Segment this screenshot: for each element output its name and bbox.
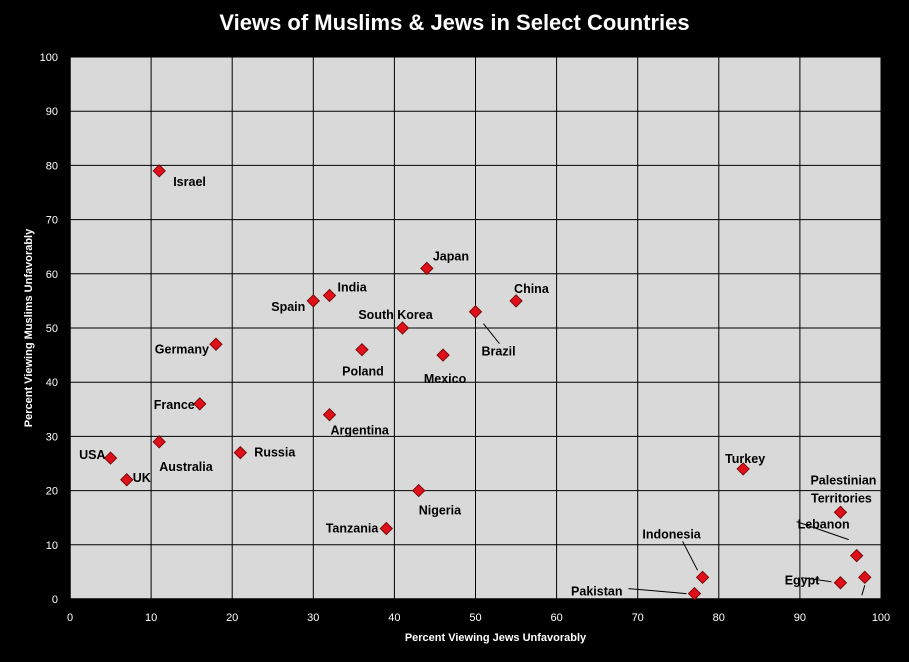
data-point [306,294,321,308]
y-tick-label: 20 [46,486,58,498]
x-tick-label: 0 [67,612,73,624]
point-label: UK [133,471,151,485]
data-point [420,261,434,276]
data-point [355,342,369,357]
data-point [152,164,166,178]
leader-line [682,541,699,571]
y-tick-label: 100 [40,52,58,64]
point-label: Tanzania [326,522,380,536]
point-label: Indonesia [642,527,701,541]
point-label: Japan [433,249,469,263]
data-point [103,451,118,465]
point-label: Brazil [482,345,516,359]
data-point [379,521,393,536]
point-label: Pakistan [571,585,622,599]
x-tick-label: 90 [794,612,806,624]
data-point [436,348,450,362]
x-tick-label: 50 [469,612,481,624]
x-tick-label: 80 [713,612,725,624]
point-label: India [338,280,368,294]
point-label: Turkey [725,452,765,466]
data-point [736,462,750,476]
point-label: France [154,398,195,412]
data-point [687,586,702,601]
y-tick-label: 80 [46,160,58,172]
y-tick-label: 60 [46,269,58,281]
point-label: Nigeria [419,504,462,518]
data-point [509,294,523,308]
point-label: Spain [271,300,305,314]
point-label: Lebanon [798,518,850,532]
y-tick-label: 40 [46,377,58,389]
data-point [152,435,166,449]
data-point [858,570,872,585]
point-label: China [514,282,550,296]
point-label: Germany [155,342,209,356]
data-point [209,337,223,351]
data-point [120,473,134,487]
data-point [412,483,426,498]
point-label: Argentina [331,424,390,438]
data-point [833,576,848,590]
leader-line [861,585,866,596]
x-tick-label: 100 [872,612,890,624]
leader-line [802,577,832,583]
chart-title: Views of Muslims & Jews in Select Countr… [219,10,690,35]
y-tick-label: 70 [46,215,58,227]
data-point [193,397,207,411]
point-label: Jordan [826,628,868,642]
data-point [322,288,337,303]
point-label: Palestinian Territories [810,473,876,505]
data-point [833,505,848,519]
y-axis-title: Percent Viewing Muslims Unfavorably [23,228,35,427]
point-label: Australia [159,460,214,474]
y-tick-label: 0 [52,594,58,606]
data-point [233,445,248,460]
point-label: Egypt [785,574,821,588]
leader-line [483,323,500,345]
leader-line [796,521,849,541]
leader-line [628,588,687,595]
y-tick-label: 50 [46,323,58,335]
point-label: USA [79,448,105,462]
data-point [322,408,337,422]
y-tick-label: 10 [46,540,58,552]
x-tick-label: 40 [388,612,400,624]
x-tick-label: 30 [307,612,319,624]
data-point [695,570,710,585]
point-label: Russia [254,446,296,460]
point-label: Poland [342,365,384,379]
x-axis-title: Percent Viewing Jews Unfavorably [405,632,587,644]
y-tick-label: 30 [46,431,58,443]
x-tick-label: 60 [550,612,562,624]
y-tick-label: 90 [46,106,58,118]
x-tick-label: 70 [632,612,644,624]
x-tick-label: 20 [226,612,238,624]
x-tick-label: 10 [145,612,157,624]
data-point [849,548,864,563]
data-point [395,321,410,335]
point-label: Mexico [424,372,467,386]
data-point [468,305,483,319]
point-label: South Korea [358,308,433,322]
point-label: Israel [173,175,206,189]
